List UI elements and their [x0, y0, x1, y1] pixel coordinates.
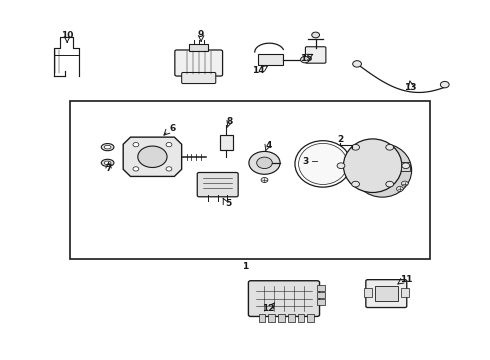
Bar: [258, 54, 283, 65]
Circle shape: [300, 57, 309, 63]
Circle shape: [133, 167, 139, 171]
Circle shape: [386, 181, 393, 187]
Ellipse shape: [101, 159, 114, 166]
Bar: [401, 162, 410, 171]
Circle shape: [261, 177, 268, 183]
Ellipse shape: [101, 144, 114, 151]
FancyBboxPatch shape: [366, 280, 407, 307]
Bar: [364, 288, 372, 297]
Ellipse shape: [343, 139, 402, 193]
Circle shape: [441, 81, 449, 88]
Bar: [307, 314, 314, 322]
Bar: [317, 285, 325, 291]
Text: 7: 7: [105, 164, 112, 173]
Circle shape: [166, 143, 172, 147]
Bar: [70, 102, 430, 258]
Text: 11: 11: [399, 275, 412, 284]
Text: 14: 14: [252, 66, 265, 75]
FancyBboxPatch shape: [248, 281, 319, 316]
Text: 1: 1: [242, 262, 248, 271]
Text: 6: 6: [170, 124, 176, 133]
Bar: [297, 314, 304, 322]
Text: 8: 8: [226, 117, 233, 126]
Circle shape: [396, 186, 403, 192]
Bar: [259, 314, 266, 322]
Text: 5: 5: [225, 199, 231, 208]
Ellipse shape: [104, 145, 111, 149]
Ellipse shape: [298, 143, 347, 184]
Bar: [288, 314, 294, 322]
Circle shape: [257, 157, 272, 168]
Bar: [278, 314, 285, 322]
Circle shape: [401, 181, 408, 186]
Circle shape: [402, 163, 410, 168]
Ellipse shape: [353, 144, 412, 197]
Text: 3: 3: [303, 157, 309, 166]
Circle shape: [249, 152, 280, 174]
Circle shape: [352, 181, 360, 187]
Circle shape: [352, 144, 360, 150]
Ellipse shape: [104, 161, 111, 165]
Text: 2: 2: [337, 135, 343, 144]
Text: 13: 13: [404, 83, 417, 92]
Polygon shape: [123, 137, 182, 176]
Circle shape: [353, 61, 362, 67]
FancyBboxPatch shape: [197, 172, 238, 197]
Text: 15: 15: [300, 54, 313, 63]
Text: 9: 9: [198, 30, 204, 39]
Text: 10: 10: [61, 31, 74, 40]
Bar: [269, 314, 275, 322]
FancyBboxPatch shape: [305, 47, 326, 63]
Bar: [374, 286, 398, 301]
Bar: [317, 299, 325, 305]
Circle shape: [133, 143, 139, 147]
Circle shape: [166, 167, 172, 171]
Bar: [317, 292, 325, 298]
Circle shape: [312, 32, 319, 38]
Circle shape: [337, 163, 345, 168]
FancyBboxPatch shape: [175, 50, 222, 76]
Circle shape: [138, 146, 167, 167]
Text: 4: 4: [265, 141, 271, 150]
FancyBboxPatch shape: [182, 72, 216, 84]
Bar: [401, 288, 409, 297]
Bar: [189, 44, 208, 51]
Text: 12: 12: [262, 304, 274, 313]
Bar: [220, 135, 233, 150]
Circle shape: [386, 144, 393, 150]
